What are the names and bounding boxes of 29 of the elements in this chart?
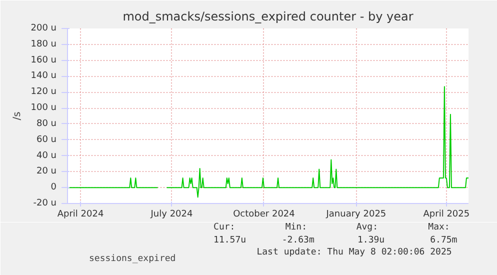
x-tick-label: January 2025: [325, 210, 386, 220]
y-tick-label: 180 u: [30, 39, 57, 50]
y-tick-label: 0: [50, 182, 57, 193]
text: 1.39u: [357, 236, 385, 246]
y-tick-label: 100 u: [30, 103, 57, 114]
y-tick-label: 160 u: [30, 55, 57, 66]
y-tick-label: 200 u: [30, 24, 57, 34]
chart-title: mod_smacks/sessions_expired counter - by year: [122, 10, 414, 24]
y-tick-label: 40 u: [36, 150, 57, 161]
y-tick-label: 60 u: [36, 134, 57, 145]
x-tick-label: April 2024: [57, 210, 104, 220]
text: -2.63m: [282, 236, 314, 246]
text: 11.57u: [214, 236, 246, 246]
x-tick-label: July 2024: [150, 210, 194, 220]
text: 6.75m: [430, 236, 458, 246]
y-tick-label: 120 u: [30, 87, 57, 98]
text: Max:: [428, 222, 450, 232]
y-axis-title: /s: [12, 112, 23, 120]
text: sessions_expired: [89, 254, 176, 264]
text: Min:: [285, 222, 308, 232]
x-tick-label: April 2025: [423, 210, 470, 220]
x-tick-label: October 2024: [233, 210, 296, 220]
y-tick-label: 140 u: [30, 71, 57, 82]
text: Avg:: [356, 222, 378, 232]
text: Cur:: [214, 222, 236, 232]
y-tick-label: -20 u: [33, 198, 56, 208]
y-tick-label: 80 u: [36, 118, 57, 129]
y-tick-label: 20 u: [36, 166, 57, 177]
text: Last update: Thu May 8 02:00:06 2025: [256, 248, 452, 258]
